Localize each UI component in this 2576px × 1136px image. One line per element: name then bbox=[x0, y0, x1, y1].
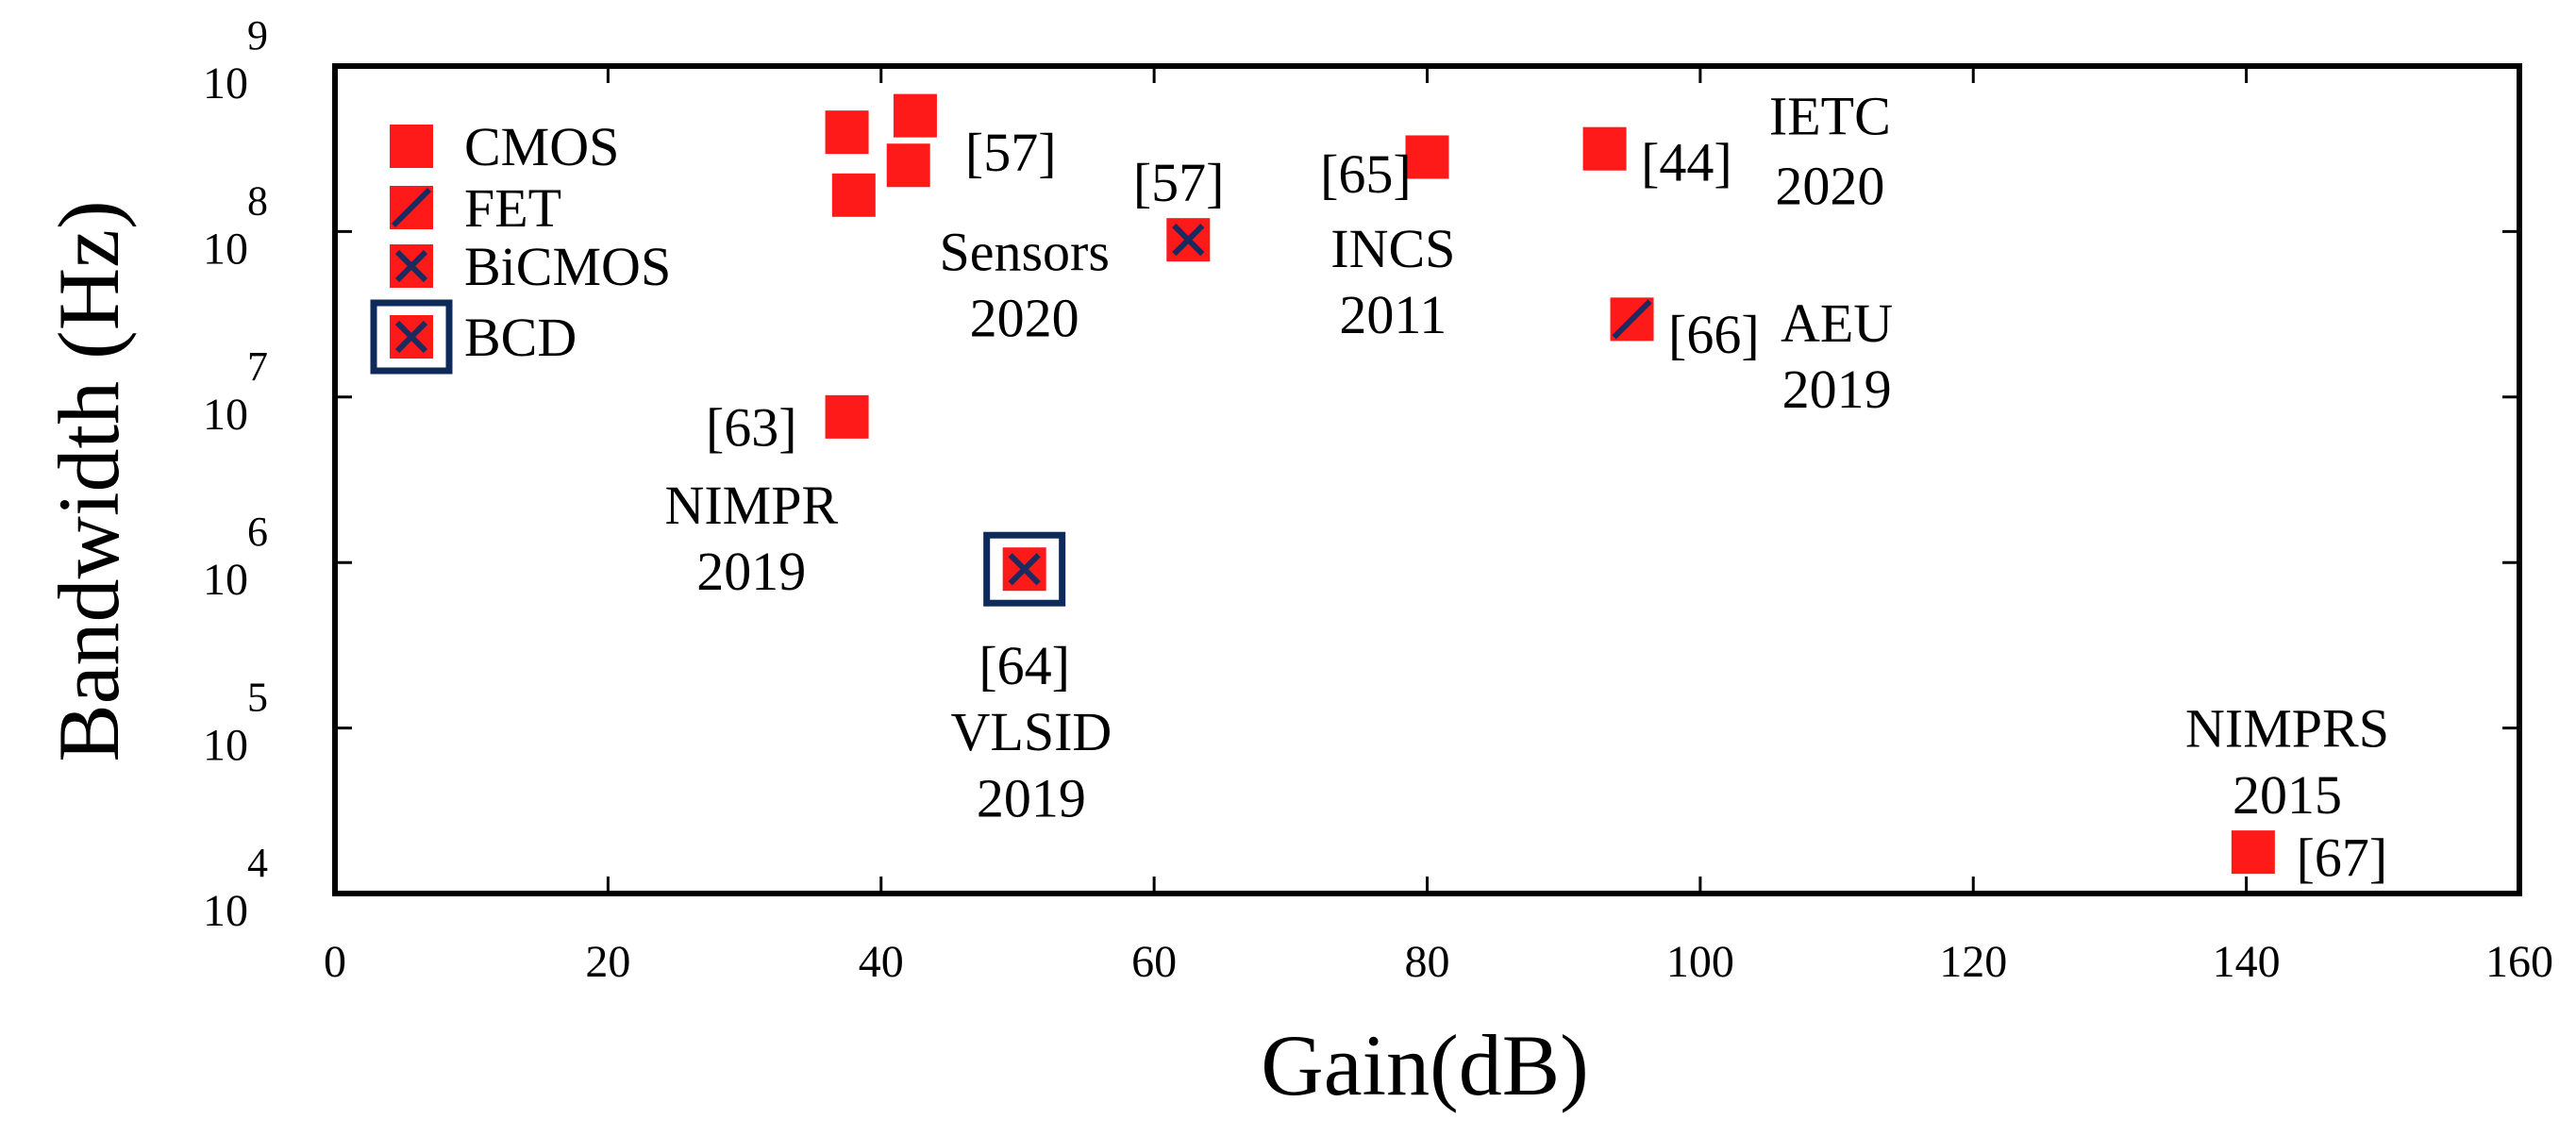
marker-square bbox=[2231, 830, 2275, 875]
y-axis-title: Bandwidth (Hz) bbox=[41, 200, 137, 761]
legend-label: BiCMOS bbox=[464, 236, 671, 297]
y-tick-exponent: 5 bbox=[247, 675, 268, 721]
x-tick-label: 0 bbox=[324, 937, 346, 987]
point-annotation: IETC bbox=[1769, 86, 1891, 147]
y-tick-label: 10 bbox=[203, 390, 248, 440]
x-axis-ticks: 0 20 40 60 80 100 120 140 160 bbox=[324, 66, 2553, 987]
legend-label: FET bbox=[464, 177, 561, 239]
y-tick-label: 10 bbox=[203, 224, 248, 274]
marker-square bbox=[825, 394, 869, 439]
data-point-plain bbox=[831, 173, 876, 217]
legend-label: CMOS bbox=[464, 116, 619, 177]
point-annotation: 2019 bbox=[977, 767, 1086, 828]
legend-marker-plain bbox=[390, 125, 433, 168]
point-annotation: [63] bbox=[706, 396, 797, 458]
marker-cross-b bbox=[1172, 224, 1205, 257]
legend-entry: BCD bbox=[370, 299, 577, 375]
point-annotation: 2019 bbox=[696, 541, 806, 602]
marker-cross-b bbox=[394, 249, 428, 283]
legend-entry: FET bbox=[390, 177, 561, 239]
point-annotation: VLSID bbox=[951, 701, 1112, 762]
x-tick-label: 80 bbox=[1405, 937, 1450, 987]
x-tick-label: 60 bbox=[1131, 937, 1177, 987]
x-tick-label: 160 bbox=[2485, 937, 2553, 987]
y-tick-label: 10 bbox=[203, 721, 248, 771]
y-tick-label: 10 bbox=[203, 58, 248, 109]
marker-slash bbox=[1612, 299, 1652, 340]
legend-label: BCD bbox=[464, 307, 577, 368]
legend-marker-slash bbox=[390, 186, 433, 229]
y-tick-exponent: 6 bbox=[247, 509, 268, 555]
marker-square bbox=[831, 173, 876, 217]
data-point-slash bbox=[1610, 297, 1654, 342]
y-tick-exponent: 8 bbox=[247, 177, 268, 224]
point-annotation: [65] bbox=[1320, 143, 1412, 205]
marker-cross-b bbox=[1008, 553, 1041, 586]
marker-square bbox=[1405, 135, 1449, 179]
data-point-plain bbox=[1405, 135, 1449, 179]
data-point-cross-boxed bbox=[983, 531, 1066, 607]
x-tick-label: 140 bbox=[2213, 937, 2281, 987]
point-annotations: [57] [57]Sensors2020[65]INCS2011[44]IETC2… bbox=[664, 86, 2389, 889]
x-tick-label: 100 bbox=[1666, 937, 1734, 987]
point-annotation: 2019 bbox=[1782, 359, 1892, 420]
marker-box-outline bbox=[983, 531, 1066, 607]
point-annotation: 2020 bbox=[970, 288, 1079, 349]
point-annotation: [64] bbox=[979, 635, 1070, 696]
point-annotation: 2011 bbox=[1339, 284, 1447, 345]
point-annotation: 2020 bbox=[1775, 155, 1884, 216]
x-tick-label: 120 bbox=[1939, 937, 2007, 987]
data-point-plain bbox=[825, 394, 869, 439]
marker-square bbox=[886, 143, 930, 188]
point-annotation: Sensors bbox=[939, 221, 1109, 282]
y-tick-label: 10 bbox=[203, 886, 248, 936]
y-tick-exponent: 9 bbox=[247, 12, 268, 58]
y-tick-label: 10 bbox=[203, 555, 248, 605]
point-annotation: NIMPRS bbox=[2185, 698, 2389, 760]
point-annotation: [57] bbox=[965, 122, 1057, 183]
marker-slash bbox=[391, 187, 432, 228]
data-markers bbox=[825, 93, 2275, 875]
point-annotation: [66] bbox=[1668, 304, 1760, 365]
x-tick-label: 40 bbox=[859, 937, 904, 987]
point-annotation: [44] bbox=[1641, 132, 1732, 193]
marker-box-outline bbox=[370, 299, 453, 375]
marker-square bbox=[825, 110, 869, 155]
y-tick-exponent: 7 bbox=[247, 343, 268, 390]
marker-square bbox=[893, 93, 937, 138]
y-tick-exponent: 4 bbox=[247, 840, 268, 886]
point-annotation: NIMPR bbox=[664, 475, 838, 536]
point-annotation: AEU bbox=[1781, 292, 1893, 354]
legend-marker-cross-boxed bbox=[370, 299, 453, 375]
point-annotation: INCS bbox=[1330, 218, 1455, 279]
data-point-cross bbox=[1166, 218, 1211, 262]
plot-frame bbox=[332, 63, 2522, 896]
x-axis-title: Gain(dB) bbox=[1261, 1017, 1588, 1113]
data-point-plain bbox=[886, 143, 930, 188]
marker-square bbox=[1582, 126, 1627, 171]
point-annotation: [67] bbox=[2297, 827, 2388, 888]
data-point-plain bbox=[893, 93, 937, 138]
legend-entry: CMOS bbox=[390, 116, 619, 177]
marker-square bbox=[390, 125, 433, 168]
data-point-plain bbox=[825, 110, 869, 155]
data-point-plain bbox=[2231, 830, 2275, 875]
x-tick-label: 20 bbox=[585, 937, 630, 987]
legend-marker-cross bbox=[390, 244, 433, 288]
point-annotation: [57] bbox=[1133, 152, 1225, 213]
legend-entry: BiCMOS bbox=[390, 236, 671, 297]
data-point-plain bbox=[1582, 126, 1627, 171]
marker-cross-b bbox=[394, 320, 428, 354]
point-annotation: 2015 bbox=[2233, 764, 2342, 826]
